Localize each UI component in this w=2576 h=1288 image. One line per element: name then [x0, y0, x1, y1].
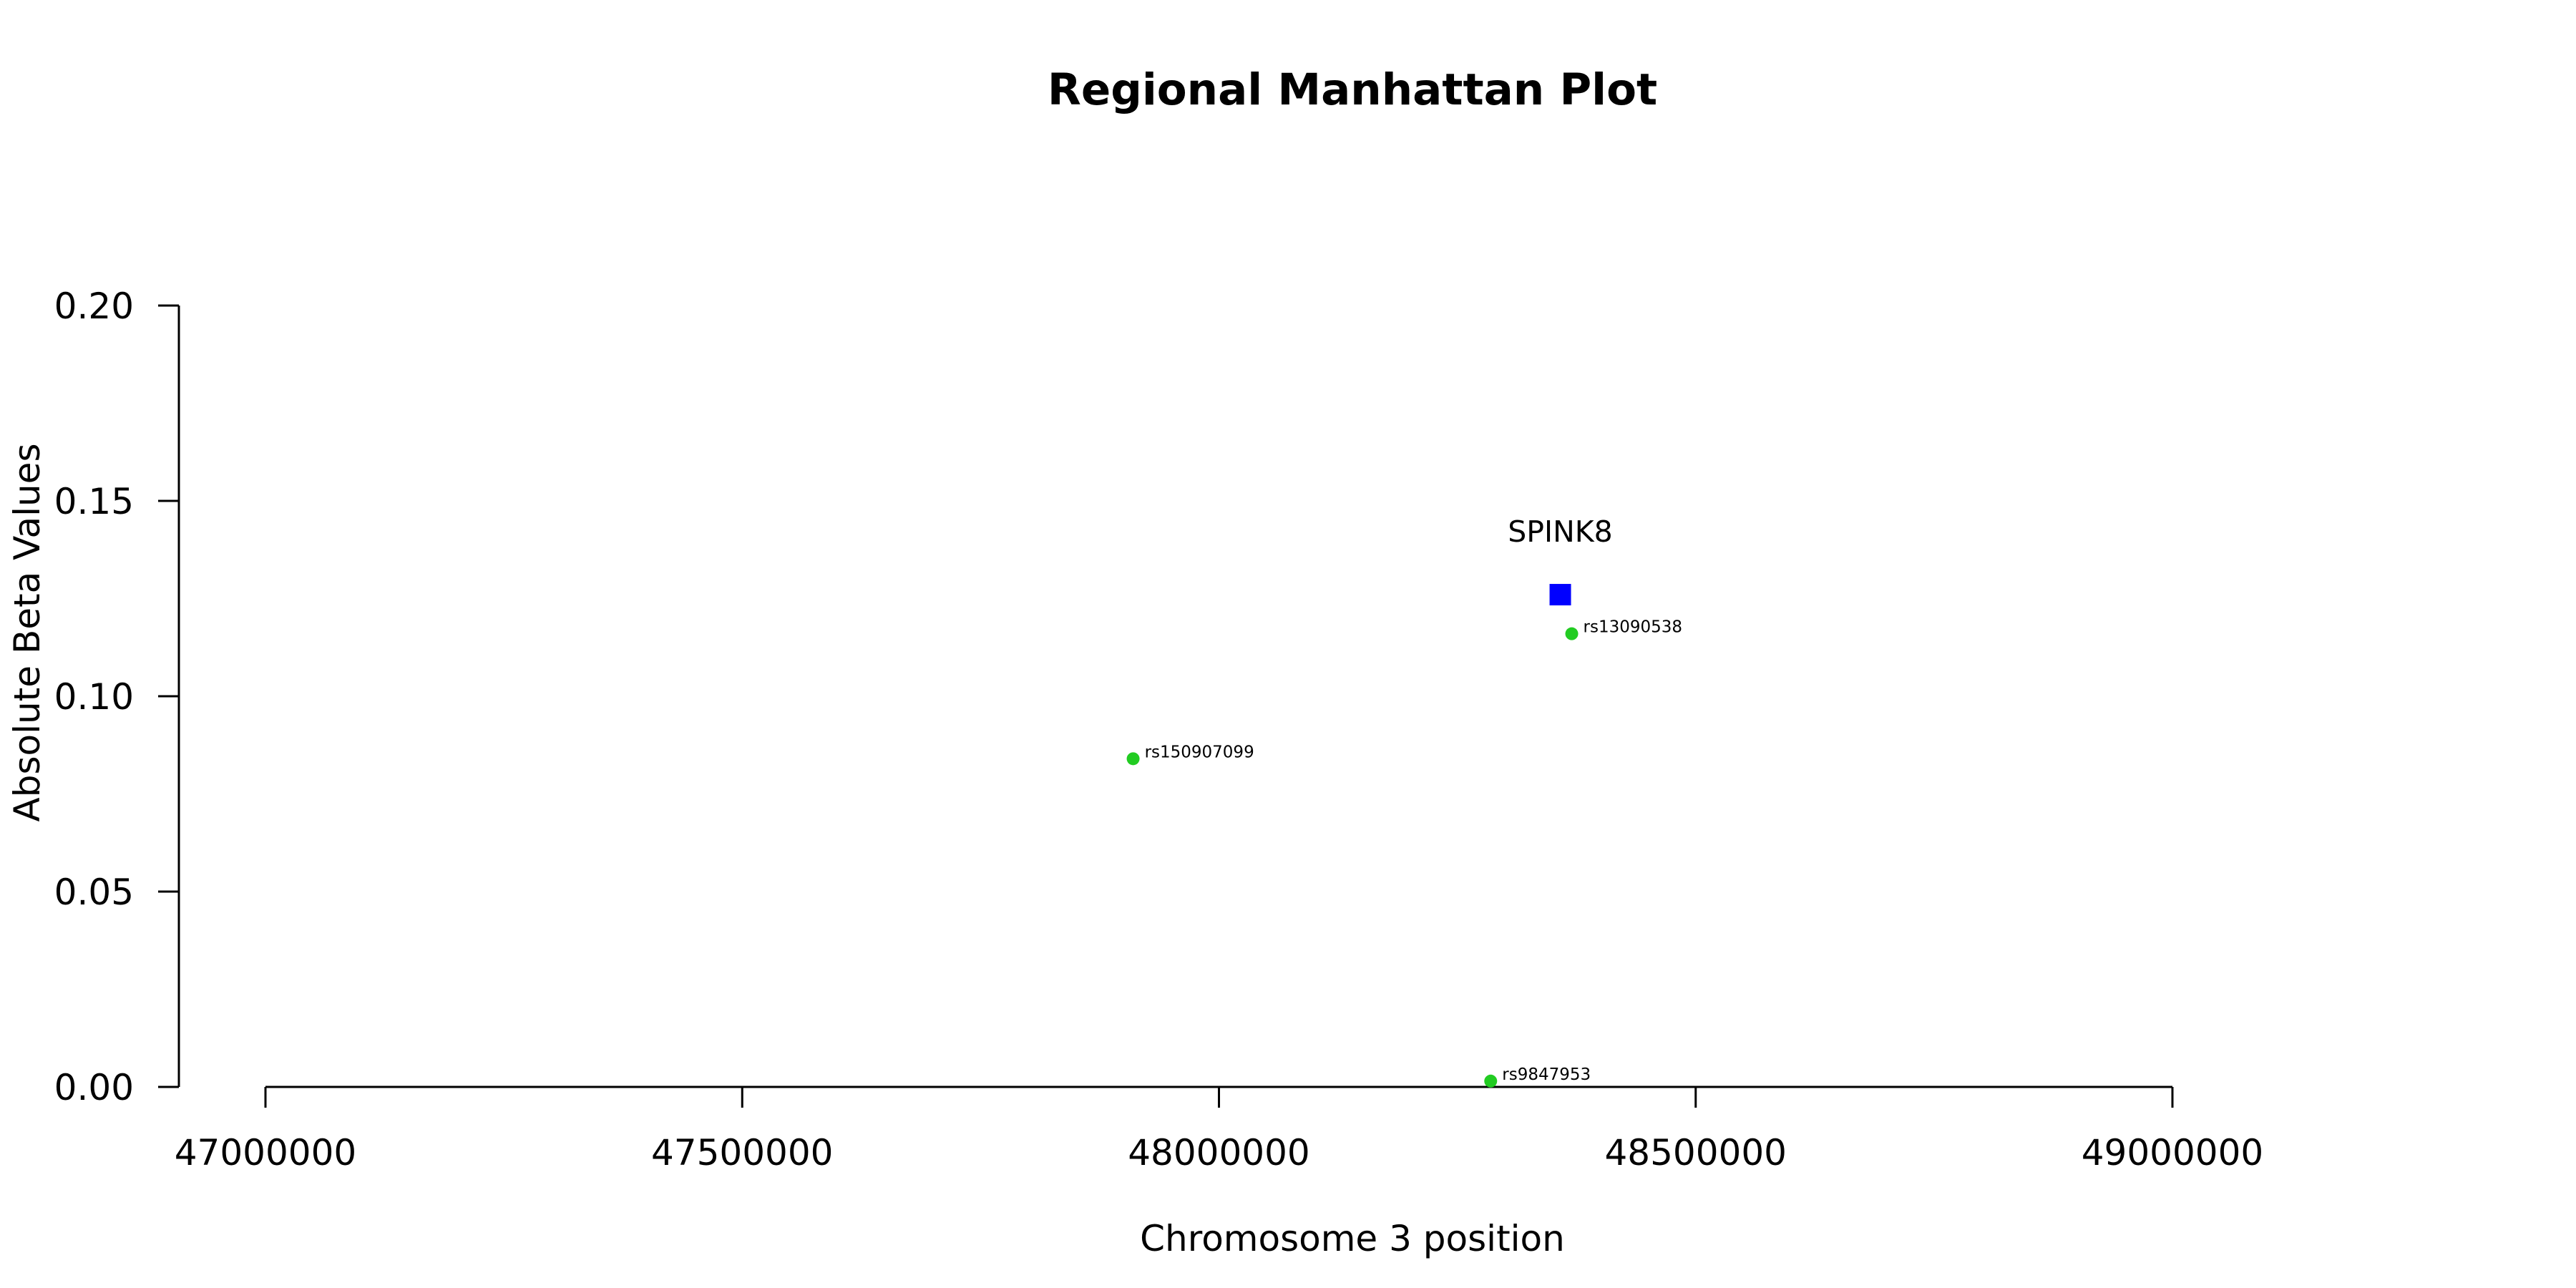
x-tick-label: 48000000	[1128, 1132, 1310, 1174]
x-tick-label: 47500000	[651, 1132, 834, 1174]
gene-marker	[1549, 584, 1571, 606]
y-tick-label: 0.15	[54, 481, 134, 522]
chart-title: Regional Manhattan Plot	[1048, 64, 1657, 115]
y-tick-label: 0.05	[54, 872, 134, 913]
x-axis-ticks: 47000000 47500000 48000000 48500000 49000000	[175, 1087, 2264, 1174]
snp-point	[1565, 627, 1579, 640]
y-tick-label: 0.00	[54, 1067, 134, 1108]
x-tick-label: 49000000	[2082, 1132, 2264, 1174]
y-axis-label: Absolute Beta Values	[6, 444, 48, 822]
x-tick-label: 47000000	[175, 1132, 357, 1174]
y-tick-label: 0.20	[54, 286, 134, 327]
x-axis-label: Chromosome 3 position	[1140, 1218, 1565, 1259]
x-tick-label: 48500000	[1605, 1132, 1787, 1174]
snp-label: rs150907099	[1145, 743, 1254, 761]
y-tick-label: 0.10	[54, 676, 134, 718]
data-points: rs150907099 rs13090538 rs9847953 SPINK8	[1126, 514, 1683, 1088]
snp-label: rs13090538	[1584, 618, 1683, 637]
snp-label: rs9847953	[1502, 1065, 1591, 1084]
snp-point	[1126, 752, 1140, 766]
y-axis-ticks: 0.00 0.05 0.10 0.15 0.20	[54, 286, 179, 1108]
snp-point	[1484, 1074, 1498, 1088]
gene-label: SPINK8	[1508, 514, 1612, 549]
